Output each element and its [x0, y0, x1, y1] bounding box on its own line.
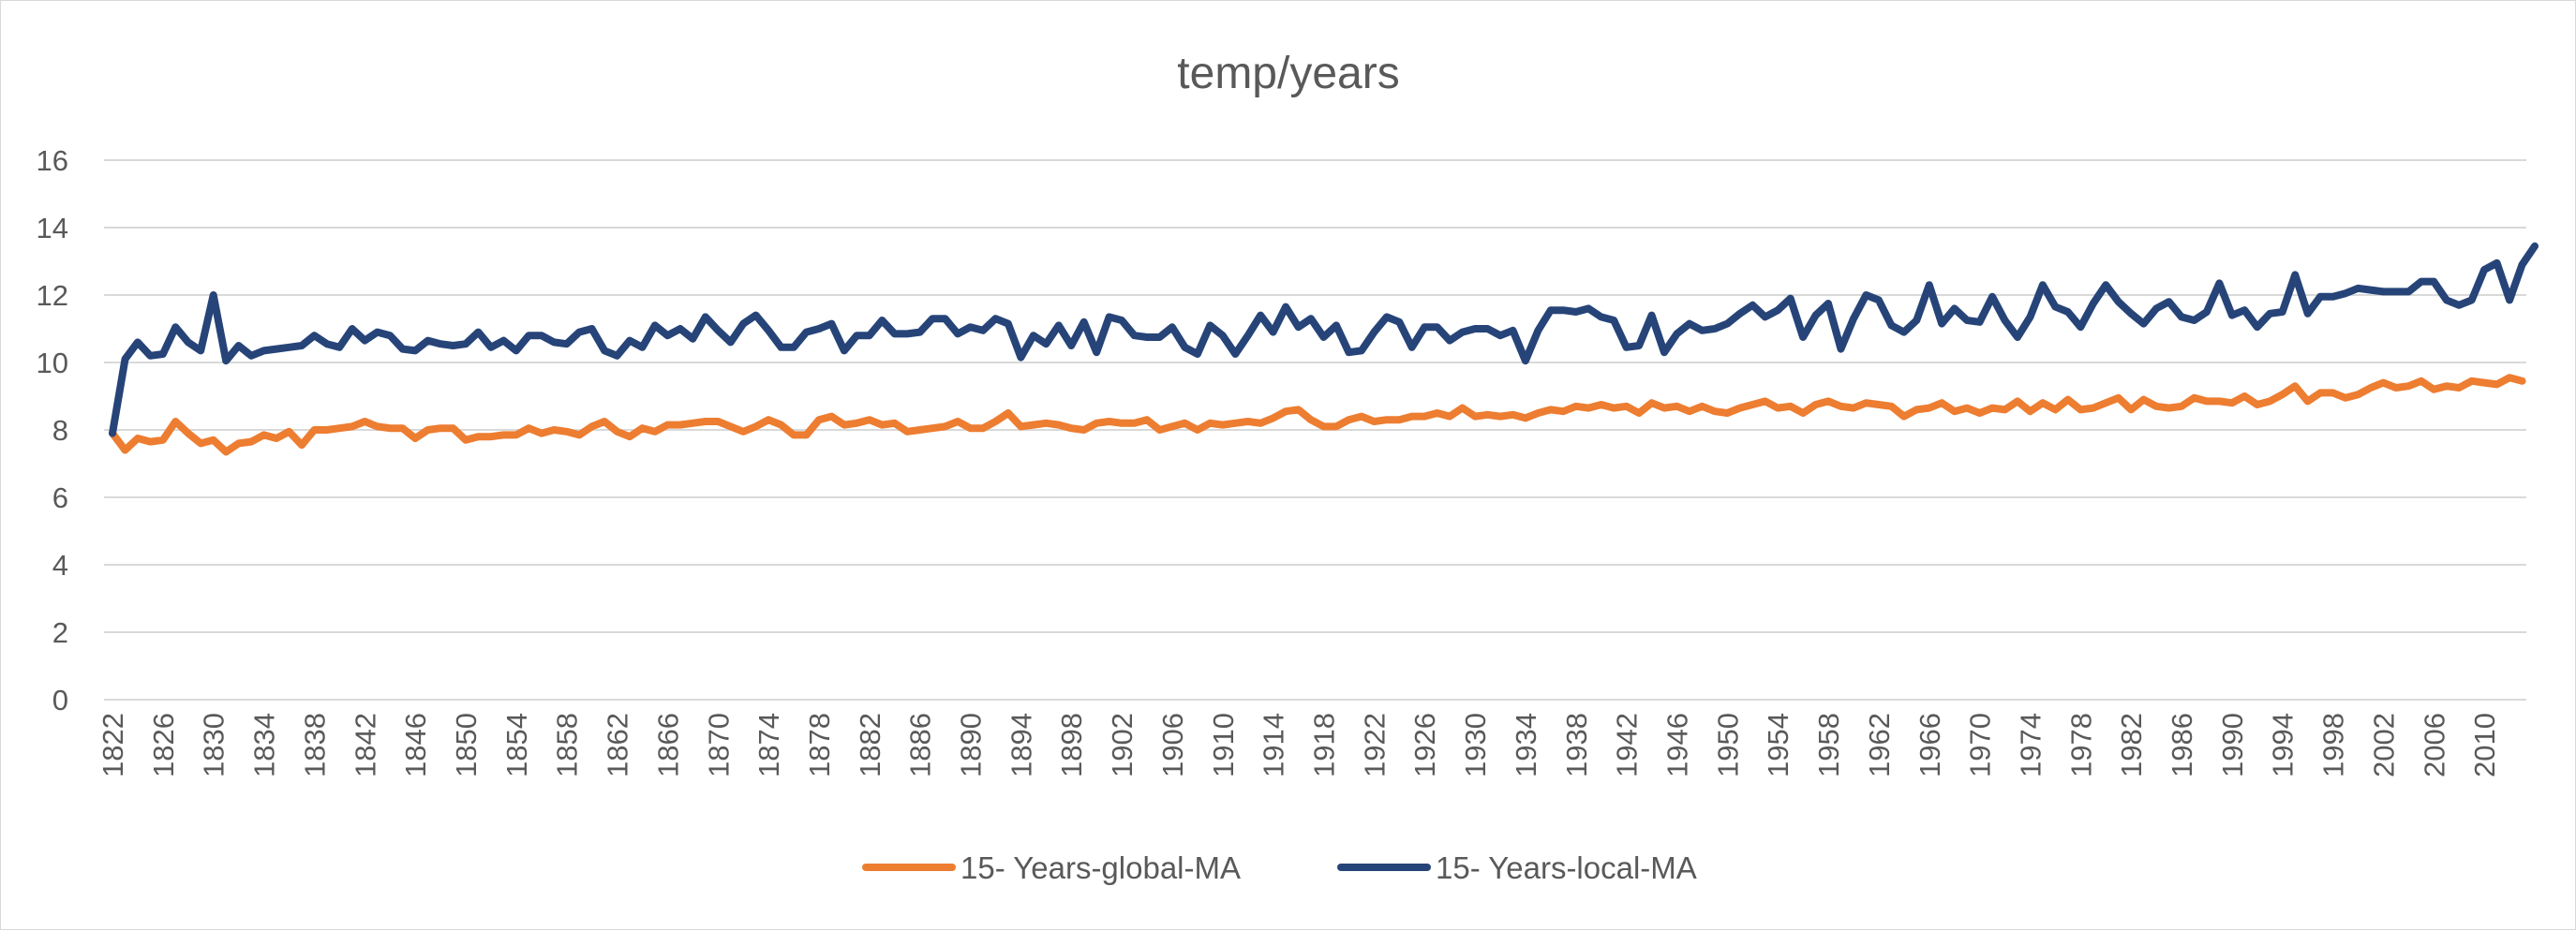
x-tick-label: 1830 [198, 713, 231, 777]
legend: 15- Years-global-MA 15- Years-local-MA [862, 850, 1697, 885]
x-tick-label: 1950 [1711, 713, 1744, 777]
x-tick-label: 1978 [2064, 713, 2097, 777]
x-tick-label: 2002 [2367, 713, 2400, 777]
y-tick-label: 6 [52, 481, 68, 514]
x-tick-label: 1906 [1156, 713, 1189, 777]
x-tick-label: 1962 [1863, 713, 1896, 777]
x-tick-label: 1862 [602, 713, 634, 777]
x-tick-label: 1854 [500, 713, 533, 777]
chart-title: temp/years [1177, 49, 1399, 98]
x-tick-label: 1850 [450, 713, 483, 777]
x-tick-label: 1834 [248, 713, 281, 777]
x-tick-label: 1986 [2166, 713, 2198, 777]
x-tick-label: 1874 [752, 713, 785, 777]
x-tick-label: 1934 [1510, 713, 1542, 777]
x-tick-label: 1994 [2267, 713, 2300, 777]
x-tick-label: 2006 [2418, 713, 2450, 777]
x-tick-label: 1970 [1964, 713, 1997, 777]
gridlines [104, 159, 2526, 701]
x-tick-label: 1842 [349, 713, 381, 777]
x-tick-label: 1846 [399, 713, 432, 777]
y-tick-label: 16 [37, 144, 68, 177]
x-tick-label: 1870 [702, 713, 735, 777]
x-tick-label: 1946 [1660, 713, 1693, 777]
series-line-global-ma [109, 374, 2526, 456]
x-tick-label: 1938 [1560, 713, 1593, 777]
series-line-local-ma [109, 242, 2539, 437]
x-tick-label: 1894 [1005, 713, 1037, 777]
x-tick-label: 1858 [551, 713, 584, 777]
x-tick-label: 1866 [651, 713, 684, 777]
y-tick-label: 10 [37, 347, 68, 379]
y-tick-label: 8 [52, 414, 68, 447]
x-tick-label: 1882 [854, 713, 886, 777]
x-tick-label: 1942 [1611, 713, 1644, 777]
x-tick-label: 1954 [1762, 713, 1794, 777]
x-axis-tick-labels: 1822 1826 1830 1834 1838 1842 1846 1850 1854 1858… [97, 713, 2501, 777]
x-tick-label: 2010 [2468, 713, 2501, 777]
x-tick-label: 1990 [2216, 713, 2249, 777]
x-tick-label: 1982 [2115, 713, 2148, 777]
x-tick-label: 1930 [1459, 713, 1492, 777]
x-tick-label: 1914 [1258, 713, 1290, 777]
x-tick-label: 1886 [904, 713, 937, 777]
x-tick-label: 1998 [2317, 713, 2350, 777]
y-tick-label: 2 [52, 616, 68, 649]
x-tick-label: 1902 [1106, 713, 1139, 777]
legend-label: 15- Years-local-MA [1436, 850, 1697, 885]
legend-label: 15- Years-global-MA [960, 850, 1241, 885]
y-tick-label: 0 [52, 684, 68, 717]
x-tick-label: 1958 [1812, 713, 1845, 777]
y-tick-label: 4 [52, 549, 68, 582]
x-tick-label: 1826 [147, 713, 180, 777]
x-tick-label: 1878 [803, 713, 836, 777]
x-tick-label: 1898 [1055, 713, 1088, 777]
y-tick-label: 14 [37, 212, 68, 244]
y-tick-label: 12 [37, 279, 68, 312]
x-tick-label: 1926 [1408, 713, 1441, 777]
x-tick-label: 1918 [1308, 713, 1341, 777]
x-tick-label: 1822 [97, 713, 129, 777]
x-tick-label: 1966 [1913, 713, 1946, 777]
x-tick-label: 1922 [1358, 713, 1391, 777]
y-axis-tick-labels: 0 2 4 6 8 10 12 14 16 [37, 144, 68, 717]
x-tick-label: 1910 [1207, 713, 1240, 777]
series-lines [109, 242, 2539, 456]
x-tick-label: 1890 [955, 713, 988, 777]
x-tick-label: 1838 [298, 713, 331, 777]
x-tick-label: 1974 [2014, 713, 2047, 777]
